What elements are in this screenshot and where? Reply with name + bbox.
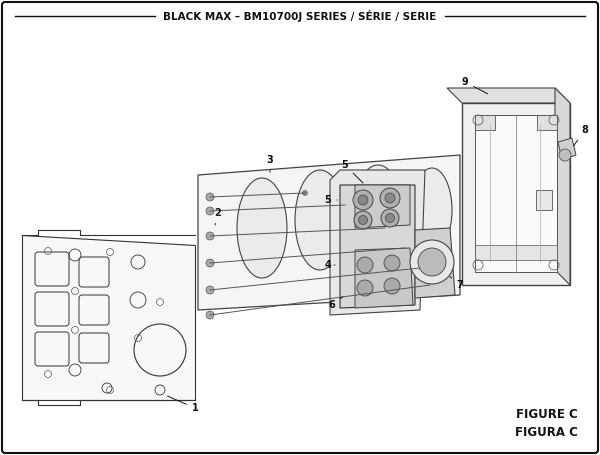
Circle shape xyxy=(403,246,407,251)
Polygon shape xyxy=(447,88,570,103)
Circle shape xyxy=(384,255,400,271)
Polygon shape xyxy=(330,170,425,315)
Circle shape xyxy=(410,240,454,284)
Circle shape xyxy=(206,207,214,215)
Polygon shape xyxy=(355,248,413,308)
Circle shape xyxy=(386,213,395,222)
Text: 7: 7 xyxy=(450,277,463,290)
Circle shape xyxy=(206,232,214,240)
Circle shape xyxy=(353,190,373,210)
Polygon shape xyxy=(537,115,557,130)
Polygon shape xyxy=(475,115,495,130)
Polygon shape xyxy=(355,185,410,228)
Circle shape xyxy=(385,193,395,203)
Circle shape xyxy=(206,259,214,267)
Polygon shape xyxy=(462,103,570,285)
Circle shape xyxy=(359,216,367,224)
Circle shape xyxy=(343,202,347,207)
Circle shape xyxy=(418,248,446,276)
Text: FIGURE C: FIGURE C xyxy=(516,409,578,421)
Text: 3: 3 xyxy=(266,155,274,172)
Circle shape xyxy=(357,280,373,296)
Ellipse shape xyxy=(237,178,287,278)
Circle shape xyxy=(302,191,308,196)
Polygon shape xyxy=(558,138,576,160)
Circle shape xyxy=(358,195,368,205)
Text: 1: 1 xyxy=(167,396,199,413)
Circle shape xyxy=(206,193,214,201)
Ellipse shape xyxy=(353,165,403,265)
Polygon shape xyxy=(22,235,195,400)
Circle shape xyxy=(206,286,214,294)
Text: 8: 8 xyxy=(574,125,589,146)
Text: 5: 5 xyxy=(341,160,363,183)
Text: 9: 9 xyxy=(461,77,488,94)
Circle shape xyxy=(206,311,214,319)
Text: 5: 5 xyxy=(325,195,337,205)
Circle shape xyxy=(354,211,372,229)
Bar xyxy=(536,190,552,210)
Circle shape xyxy=(383,226,388,231)
Circle shape xyxy=(380,188,400,208)
Ellipse shape xyxy=(412,168,452,252)
Circle shape xyxy=(381,209,399,227)
Polygon shape xyxy=(475,115,557,272)
Text: 6: 6 xyxy=(329,297,343,310)
Polygon shape xyxy=(198,155,460,310)
Text: 4: 4 xyxy=(325,260,335,270)
Text: BLACK MAX – BM10700J SERIES / SÉRIE / SERIE: BLACK MAX – BM10700J SERIES / SÉRIE / SE… xyxy=(163,10,437,22)
Polygon shape xyxy=(475,245,557,260)
Polygon shape xyxy=(555,88,570,285)
Text: FIGURA C: FIGURA C xyxy=(515,425,578,439)
Circle shape xyxy=(427,283,433,288)
Polygon shape xyxy=(415,228,455,298)
Ellipse shape xyxy=(295,170,345,270)
Text: 2: 2 xyxy=(215,208,221,225)
Circle shape xyxy=(384,278,400,294)
Circle shape xyxy=(357,257,373,273)
Polygon shape xyxy=(340,185,415,308)
Circle shape xyxy=(418,266,422,271)
Circle shape xyxy=(559,149,571,161)
